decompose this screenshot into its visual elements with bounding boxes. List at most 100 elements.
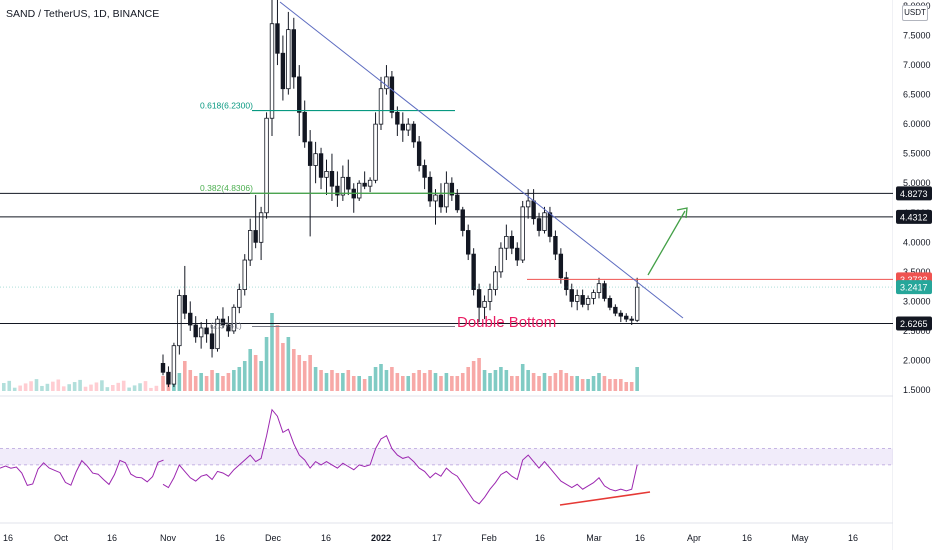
volume-bar: [292, 349, 296, 391]
candle-body: [166, 371, 171, 385]
volume-bar: [444, 373, 449, 391]
candle-body: [307, 141, 313, 166]
time-tick-label: 16: [535, 533, 545, 543]
volume-bar: [466, 367, 470, 391]
volume-bar: [259, 361, 263, 391]
candle-body: [455, 194, 460, 211]
volume-bar: [270, 313, 274, 391]
volume-bar: [89, 384, 93, 391]
volume-bar: [520, 364, 525, 391]
currency-button[interactable]: USDT: [902, 5, 928, 21]
candle-body: [362, 182, 367, 187]
candle-body: [438, 194, 444, 208]
candle-body: [247, 230, 253, 261]
candle-body: [264, 117, 269, 214]
volume-bar: [275, 325, 280, 391]
price-label-box: [896, 186, 932, 201]
candle-body: [569, 289, 574, 302]
candle-body: [160, 363, 166, 373]
candle-body: [585, 298, 591, 305]
price-tick-label: 7.0000: [903, 60, 931, 70]
volume-bar: [237, 367, 242, 391]
volume-bar: [143, 381, 148, 391]
candle-body: [182, 295, 187, 314]
candle-body: [346, 176, 351, 190]
volume-bar: [346, 370, 351, 391]
volume-bar: [613, 379, 618, 391]
price-tick-label: 3.5000: [903, 267, 931, 277]
volume-bar: [319, 370, 323, 391]
candle-body: [596, 283, 602, 293]
candle-body: [504, 235, 509, 249]
volume-bar: [161, 376, 165, 391]
volume-bar: [471, 361, 476, 391]
fib-label-base: (2.5741): [210, 321, 242, 331]
candle-body: [177, 295, 182, 347]
candle-body: [329, 171, 335, 187]
candle-body: [313, 153, 318, 166]
volume-bar: [242, 361, 247, 391]
candle-body: [400, 123, 405, 131]
volume-bar: [154, 385, 159, 391]
volume-bar: [302, 361, 307, 391]
candle-body: [291, 29, 296, 78]
volume-bar: [384, 370, 389, 391]
volume-bar: [221, 376, 225, 391]
volume-bar: [488, 373, 492, 391]
volume-bar: [635, 367, 639, 391]
time-tick-label: 2022: [371, 533, 391, 543]
candle-body: [531, 200, 536, 220]
rsi-line-history: [0, 459, 164, 486]
candle-body: [547, 212, 553, 237]
candle-body: [536, 218, 542, 231]
volume-bar: [83, 386, 88, 391]
volume-bar: [624, 382, 629, 391]
candle-body: [389, 76, 395, 113]
double-bottom-annotation: Double Bottom: [457, 314, 556, 331]
candle-body: [242, 259, 247, 290]
time-tick-label: 16: [215, 533, 225, 543]
volume-bar: [253, 355, 258, 391]
price-tick-label: 5.0000: [903, 178, 931, 188]
chart-title: SAND / TetherUS, 1D, BINANCE: [6, 8, 160, 20]
candle-body: [444, 182, 449, 208]
volume-bar: [580, 379, 585, 391]
candle-body: [198, 327, 204, 338]
volume-bar: [591, 376, 596, 391]
candle-body: [367, 179, 373, 187]
volume-bar: [526, 370, 530, 391]
rsi-band: [0, 448, 893, 465]
volume-bar: [548, 376, 552, 391]
time-tick-label: Feb: [481, 533, 497, 543]
candle-body: [318, 153, 324, 178]
volume-bar: [504, 370, 509, 391]
volume-bar: [351, 376, 356, 391]
volume-bar: [335, 373, 340, 391]
price-tick-label: 6.5000: [903, 90, 931, 100]
volume-bar: [515, 376, 520, 391]
volume-bar: [341, 373, 345, 391]
candlestick-series: [160, 0, 640, 388]
volume-bar: [357, 376, 361, 391]
price-label-text: 4.8273: [900, 189, 928, 199]
volume-bar: [138, 383, 142, 391]
candle-body: [471, 253, 476, 290]
volume-bar: [559, 370, 563, 391]
candle-body: [607, 298, 613, 308]
time-tick-label: 16: [742, 533, 752, 543]
candle-body: [525, 200, 531, 208]
volume-bar: [100, 380, 104, 391]
candle-body: [629, 318, 634, 321]
volume-bar: [602, 376, 607, 391]
rsi-divergence-line: [559, 491, 651, 506]
candle-body: [384, 76, 389, 90]
price-tick-label: 7.5000: [903, 31, 931, 41]
volume-bar: [105, 387, 110, 391]
candle-body: [226, 324, 231, 332]
time-tick-label: 16: [3, 533, 13, 543]
candle-body: [575, 295, 580, 302]
time-tick-label: 16: [321, 533, 331, 543]
volume-bar: [439, 376, 443, 391]
